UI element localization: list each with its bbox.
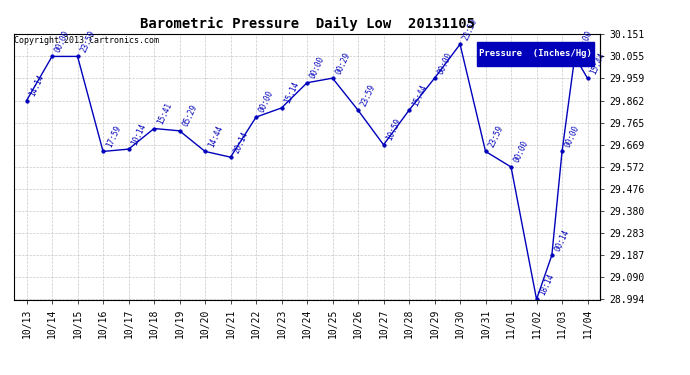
Text: 23:59: 23:59: [462, 17, 480, 42]
Text: 10:14: 10:14: [130, 122, 148, 146]
Title: Barometric Pressure  Daily Low  20131105: Barometric Pressure Daily Low 20131105: [139, 17, 475, 31]
Text: 00:29: 00:29: [334, 51, 352, 75]
FancyBboxPatch shape: [477, 42, 594, 66]
Text: 10:59: 10:59: [385, 117, 403, 142]
Text: 23:59: 23:59: [487, 124, 505, 148]
Text: 00:00: 00:00: [53, 29, 71, 54]
Text: 14:44: 14:44: [206, 124, 224, 148]
Text: 15:44: 15:44: [411, 82, 428, 107]
Text: Pressure  (Inches/Hg): Pressure (Inches/Hg): [480, 49, 592, 58]
Text: 17:59: 17:59: [104, 124, 122, 148]
Text: 05:29: 05:29: [181, 103, 199, 128]
Text: 18:14: 18:14: [538, 272, 556, 297]
Text: 23:59: 23:59: [359, 82, 377, 107]
Text: 23:59: 23:59: [79, 29, 97, 54]
Text: 00:00: 00:00: [257, 90, 275, 114]
Text: 00:14: 00:14: [553, 228, 571, 252]
Text: 14:14: 14:14: [28, 73, 46, 98]
Text: 00:00: 00:00: [576, 29, 594, 54]
Text: Copyright 2013 Cartronics.com: Copyright 2013 Cartronics.com: [14, 36, 159, 45]
Text: 15:44: 15:44: [589, 51, 607, 76]
Text: 00:00: 00:00: [436, 51, 454, 75]
Text: 15:41: 15:41: [155, 101, 173, 126]
Text: 00:00: 00:00: [513, 140, 531, 164]
Text: 00:00: 00:00: [564, 124, 582, 148]
Text: 00:00: 00:00: [308, 55, 326, 80]
Text: 20:14: 20:14: [232, 130, 250, 154]
Text: 15:14: 15:14: [283, 80, 301, 105]
